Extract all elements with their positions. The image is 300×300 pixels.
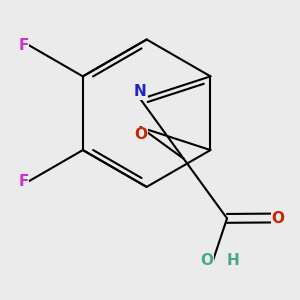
Text: O: O bbox=[134, 127, 147, 142]
Text: O: O bbox=[272, 211, 284, 226]
Text: N: N bbox=[134, 84, 147, 99]
Text: H: H bbox=[226, 253, 239, 268]
Text: O: O bbox=[200, 253, 213, 268]
Text: F: F bbox=[18, 174, 28, 189]
Text: F: F bbox=[18, 38, 28, 52]
